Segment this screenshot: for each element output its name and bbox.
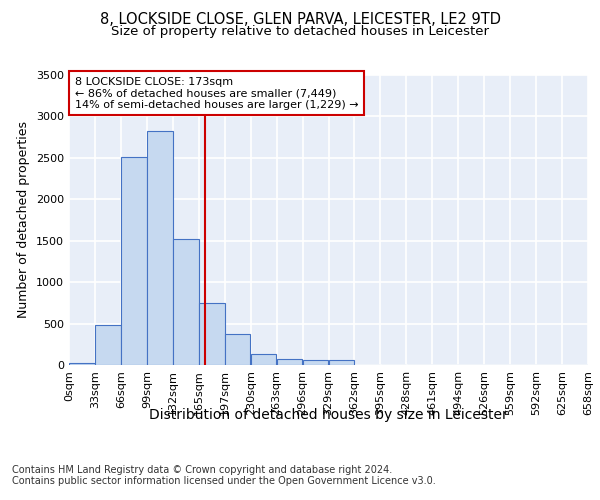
Y-axis label: Number of detached properties: Number of detached properties [17, 122, 31, 318]
Text: 8, LOCKSIDE CLOSE, GLEN PARVA, LEICESTER, LE2 9TD: 8, LOCKSIDE CLOSE, GLEN PARVA, LEICESTER… [100, 12, 500, 28]
Text: 8 LOCKSIDE CLOSE: 173sqm
← 86% of detached houses are smaller (7,449)
14% of sem: 8 LOCKSIDE CLOSE: 173sqm ← 86% of detach… [74, 76, 358, 110]
Text: Contains HM Land Registry data © Crown copyright and database right 2024.: Contains HM Land Registry data © Crown c… [12, 465, 392, 475]
Text: Size of property relative to detached houses in Leicester: Size of property relative to detached ho… [111, 25, 489, 38]
Bar [277, 359, 302, 365]
Text: Contains public sector information licensed under the Open Government Licence v3: Contains public sector information licen… [12, 476, 436, 486]
Bar [95, 325, 121, 365]
Bar [329, 360, 354, 365]
Text: Distribution of detached houses by size in Leicester: Distribution of detached houses by size … [149, 408, 508, 422]
Bar [251, 354, 277, 365]
Bar [225, 334, 250, 365]
Bar [173, 239, 199, 365]
Bar [147, 132, 173, 365]
Bar [121, 157, 146, 365]
Bar [69, 363, 95, 365]
Bar [199, 303, 224, 365]
Bar [303, 360, 328, 365]
